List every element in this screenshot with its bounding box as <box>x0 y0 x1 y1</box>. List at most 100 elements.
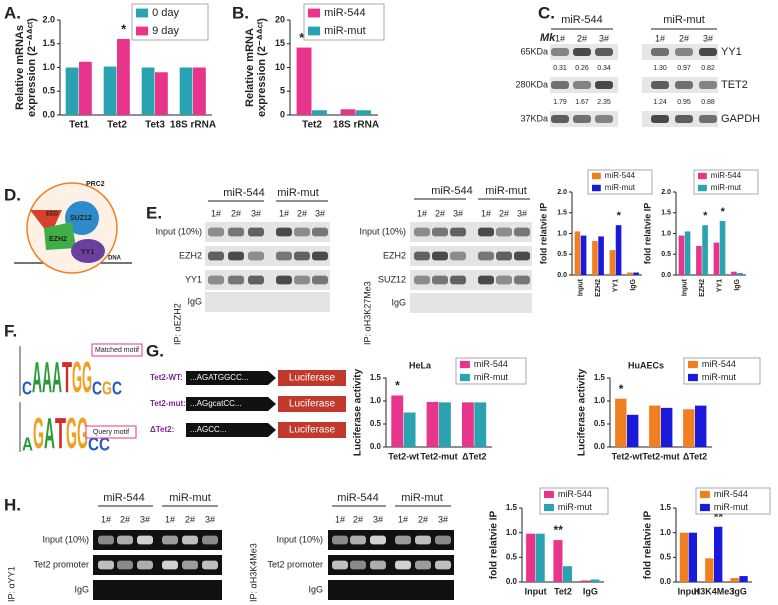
group-label: miR-mut <box>485 185 527 197</box>
legend-label: miR-544 <box>558 489 592 499</box>
band <box>595 81 613 89</box>
bar <box>702 225 708 275</box>
band <box>228 275 244 285</box>
row-label: Tet2 promoter <box>267 559 323 569</box>
ip-label: IP: αYY1 <box>6 566 16 602</box>
logo-letter: T <box>62 353 72 402</box>
logo-letter: C <box>112 378 122 398</box>
bar <box>598 236 604 275</box>
y-tick-label: 10 <box>275 62 285 72</box>
bar <box>574 231 581 275</box>
legend-label: miR-mut <box>558 502 592 512</box>
blot-strip <box>205 270 330 290</box>
lane-label: 2# <box>435 208 445 218</box>
logo-letter: A <box>32 353 42 402</box>
legend-label: miR-mut <box>605 183 636 192</box>
band <box>551 48 569 56</box>
band <box>228 227 244 237</box>
band <box>699 48 717 56</box>
bar <box>356 110 371 115</box>
bar <box>678 235 685 275</box>
motif-box <box>91 343 143 357</box>
ratio-label: 0.82 <box>701 65 715 72</box>
band <box>228 251 244 261</box>
bar <box>563 566 573 582</box>
bar <box>580 580 590 582</box>
bar <box>627 414 639 447</box>
row-label: EZH2 <box>179 250 202 260</box>
chart-title: HuAECs <box>628 360 664 370</box>
y-tick-label: 2.0 <box>42 14 55 24</box>
lane-label: 1# <box>279 208 289 218</box>
y-tick-label: 1.5 <box>660 503 672 512</box>
band <box>332 535 348 545</box>
blot-strip <box>93 580 222 600</box>
logo-letter: G <box>82 353 92 402</box>
y-tick-label: 1.0 <box>506 528 518 537</box>
band <box>98 560 114 570</box>
construct-name: Tet2-WT: <box>150 373 183 382</box>
y-tick-label: 2.0 <box>557 189 567 196</box>
group-label: miR-mut <box>277 187 319 199</box>
bar <box>117 39 130 115</box>
x-tick-label: Input <box>682 278 689 296</box>
y-tick-label: 0.0 <box>506 577 518 586</box>
y-tick-label: 0.5 <box>660 552 672 561</box>
y-tick-label: 0.0 <box>660 577 672 586</box>
x-tick-label: Tet3 <box>145 120 165 131</box>
ip-label: IP: αH3K27Me3 <box>362 281 372 345</box>
logo-letter: C <box>88 434 99 454</box>
x-tick-label: Tet2-mut <box>420 451 457 461</box>
y-axis-label: Relative mRNAs <box>14 25 26 110</box>
x-tick-label: EZH2 <box>699 279 706 297</box>
ratio-label: 0.26 <box>575 65 589 72</box>
band <box>514 227 530 237</box>
y-tick-label: 15 <box>275 38 285 48</box>
band <box>98 535 114 545</box>
lane-label: 1# <box>417 208 427 218</box>
x-tick-label: Input <box>578 278 585 296</box>
lane-label: 3# <box>599 33 609 43</box>
row-label: EZH2 <box>383 250 406 260</box>
band <box>294 251 310 261</box>
legend-swatch <box>460 373 470 382</box>
band <box>478 251 494 261</box>
band <box>651 48 669 56</box>
band <box>415 560 431 570</box>
reporter-label: Luciferase <box>289 425 336 436</box>
bar <box>590 579 600 582</box>
reporter-box <box>278 370 346 386</box>
bar <box>439 402 451 447</box>
bar <box>713 242 720 275</box>
bar <box>696 245 702 275</box>
y-tick-label: 1.5 <box>594 373 606 382</box>
band <box>675 48 693 56</box>
y-tick-label: 1.0 <box>660 528 672 537</box>
band <box>395 560 411 570</box>
legend-label: miR-544 <box>605 171 636 180</box>
logo-letter: G <box>77 409 88 458</box>
y-axis-label: Relative mRNA <box>244 28 256 107</box>
x-tick-label: Input <box>525 586 547 596</box>
logo-letter: G <box>72 353 82 402</box>
ip-label: IP: αEZH2 <box>172 303 182 345</box>
band <box>395 535 411 545</box>
logo-letter: G <box>102 378 112 398</box>
y-tick-label: 1.5 <box>661 210 671 217</box>
band <box>514 251 530 261</box>
row-label: GAPDH <box>721 113 760 125</box>
group-label: miR-mut <box>401 492 443 504</box>
lane-label: 2# <box>231 208 241 218</box>
bar <box>731 271 737 275</box>
band <box>276 275 292 285</box>
band <box>202 560 218 570</box>
subunit-label: YY1 <box>81 249 94 256</box>
band <box>370 560 386 570</box>
y-axis-label: fold relatvie IP <box>642 203 652 265</box>
lane-label: 3# <box>373 514 383 524</box>
lane-label: 2# <box>679 33 689 43</box>
lane-label: 2# <box>120 514 130 524</box>
bar <box>296 47 312 115</box>
band <box>370 535 386 545</box>
